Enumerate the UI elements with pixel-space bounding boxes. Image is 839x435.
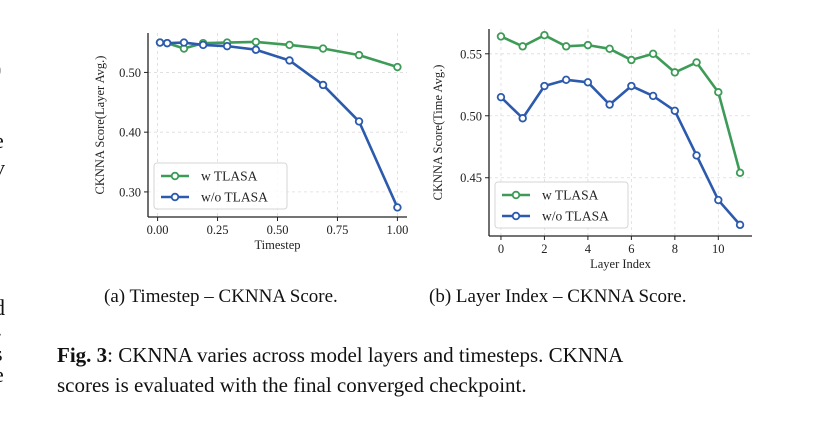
data-point: [356, 118, 363, 125]
x-tick-label: 10: [712, 242, 725, 256]
data-point: [253, 46, 260, 53]
legend-entry-label: w/o TLASA: [542, 209, 609, 224]
data-point: [628, 83, 635, 90]
x-tick-label: 4: [585, 242, 592, 256]
data-point: [563, 43, 570, 50]
data-point: [693, 59, 700, 66]
y-axis-label: CKNNA Score(Time Avg.): [431, 65, 445, 201]
data-point: [519, 43, 526, 50]
x-tick-label: 0.50: [267, 223, 289, 237]
data-point: [650, 93, 657, 100]
data-point: [181, 39, 188, 46]
legend-swatch-marker: [513, 192, 520, 199]
y-tick-label: 0.30: [119, 185, 141, 199]
data-point: [356, 52, 363, 59]
x-tick-label: 8: [672, 242, 678, 256]
data-point: [672, 108, 679, 115]
x-tick-label: 0: [498, 242, 504, 256]
x-tick-label: 0.75: [327, 223, 349, 237]
data-point: [286, 57, 293, 64]
data-point: [541, 83, 548, 90]
data-point: [672, 69, 679, 76]
y-tick-label: 0.55: [460, 47, 482, 61]
data-point: [519, 115, 526, 122]
data-point: [737, 169, 744, 176]
data-point: [286, 42, 293, 49]
data-point: [606, 46, 613, 53]
figure-caption-line-1: Fig. 3: CKNNA varies across model layers…: [57, 343, 623, 368]
data-point: [585, 79, 592, 86]
y-tick-label: 0.45: [460, 171, 482, 185]
x-tick-label: 1.00: [386, 223, 408, 237]
legend-entry-label: w/o TLASA: [201, 190, 268, 205]
subcaption-b: (b) Layer Index – CKNNA Score.: [429, 286, 686, 308]
data-point: [693, 152, 700, 159]
figure-label: Fig. 3: [57, 343, 107, 367]
legend-swatch-marker: [172, 194, 179, 201]
x-tick-label: 6: [628, 242, 634, 256]
data-point: [253, 39, 260, 46]
data-point: [498, 94, 505, 101]
data-point: [628, 57, 635, 64]
legend-entry-label: w TLASA: [201, 169, 258, 184]
data-point: [164, 40, 171, 47]
x-tick-label: 2: [541, 242, 547, 256]
subcaption-a: (a) Timestep – CKNNA Score.: [104, 286, 338, 308]
legend-swatch-marker: [513, 213, 520, 220]
data-point: [715, 197, 722, 204]
data-point: [394, 204, 401, 211]
x-axis-label: Layer Index: [590, 257, 651, 271]
chart-b: 0 2 4 6 8 10 0.45 0.50 0.55 Layer Index CKNNA Scor…: [431, 29, 752, 271]
data-point: [606, 101, 613, 108]
figure-caption-line-2: scores is evaluated with the final conve…: [57, 373, 527, 398]
legend: w TLASA w/o TLASA: [495, 182, 628, 228]
data-point: [394, 64, 401, 71]
y-tick-label: 0.50: [119, 66, 141, 80]
data-point: [224, 43, 231, 50]
data-point: [320, 45, 327, 52]
data-point: [737, 222, 744, 229]
data-point: [650, 50, 657, 57]
series-line: [501, 35, 740, 173]
legend: w TLASA w/o TLASA: [154, 163, 287, 209]
data-point: [541, 32, 548, 39]
y-tick-label: 0.40: [119, 126, 141, 140]
data-point: [585, 42, 592, 49]
legend-swatch-marker: [172, 173, 179, 180]
x-tick-label: 0.00: [147, 223, 169, 237]
data-point: [320, 82, 327, 89]
figure-caption-text: : CKNNA varies across model layers and t…: [107, 343, 623, 367]
legend-entry-label: w TLASA: [542, 188, 599, 203]
y-axis-label: CKNNA Score(Layer Avg.): [93, 56, 107, 195]
data-point: [157, 39, 164, 46]
data-point: [498, 33, 505, 40]
y-tick-label: 0.50: [460, 109, 482, 123]
data-point: [200, 42, 207, 49]
x-tick-label: 0.25: [207, 223, 229, 237]
data-point: [563, 77, 570, 84]
data-point: [715, 89, 722, 96]
x-axis-label: Timestep: [254, 238, 300, 252]
